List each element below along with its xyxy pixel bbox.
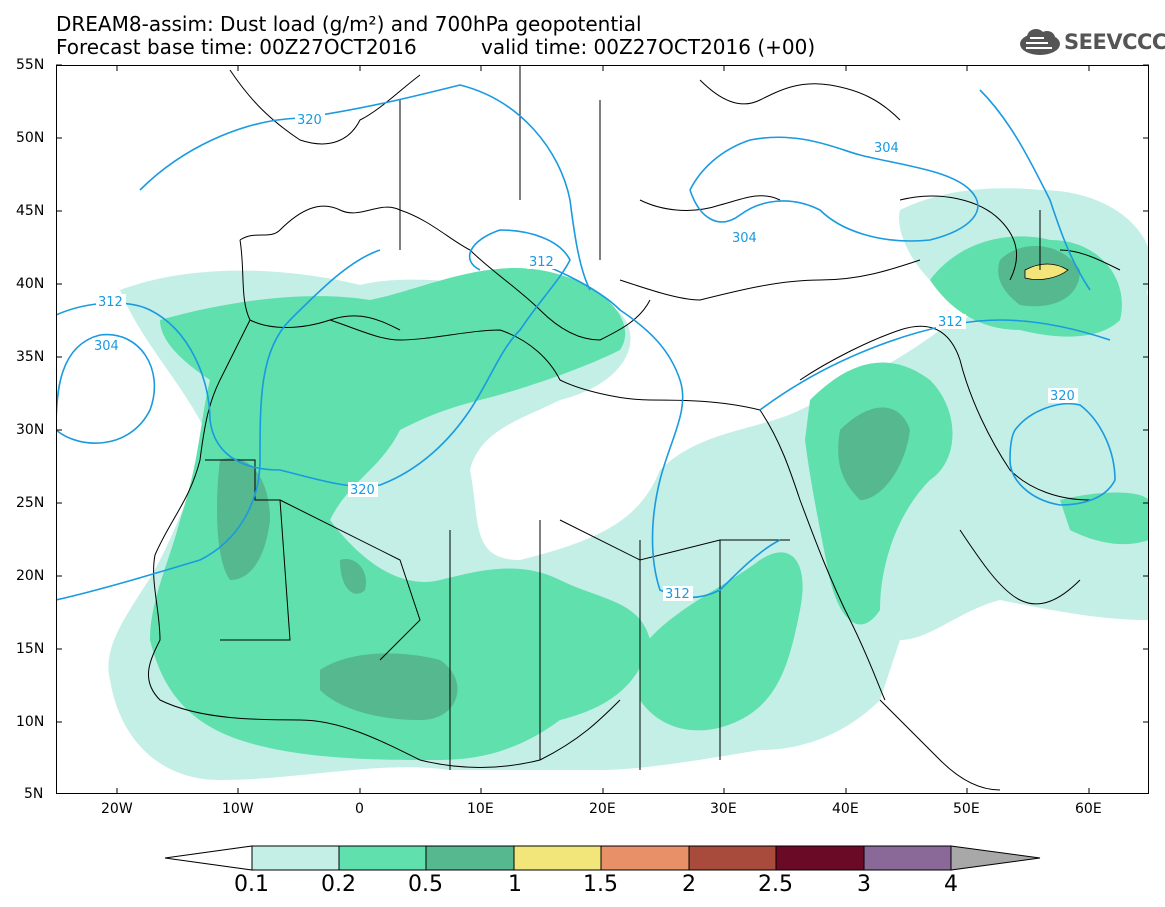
lat-label: 20N — [16, 568, 45, 584]
coastlines — [147, 65, 1121, 791]
contour-label: 320 — [350, 483, 375, 498]
colorbar-tick-label: 0.2 — [321, 872, 356, 897]
colorbar-low-triangle — [164, 845, 253, 871]
colorbar-high-triangle — [950, 845, 1041, 871]
logo-text: SEEVCCC — [1064, 30, 1165, 54]
colorbar-tick-label: 4 — [944, 872, 958, 897]
colorbar-bin — [338, 845, 427, 871]
colorbar-tick-label: 2 — [682, 872, 696, 897]
map-title: DREAM8-assim: Dust load (g/m²) and 700hP… — [56, 12, 642, 36]
lat-label: 15N — [16, 641, 45, 657]
lon-label: 20W — [101, 801, 133, 817]
geopotential-contours — [56, 84, 1116, 601]
lat-label: 30N — [16, 422, 45, 438]
colorbar-tick-label: 3 — [857, 872, 871, 897]
colorbar-tick-label: 1.5 — [583, 872, 618, 897]
map-frame — [56, 65, 1149, 794]
colorbar-bin — [688, 845, 777, 871]
colorbar-bin — [600, 845, 690, 871]
contour-label: 304 — [94, 339, 119, 354]
colorbar-bin — [775, 845, 865, 871]
contour-label: 320 — [297, 113, 322, 128]
axis-ticks — [56, 64, 1149, 794]
lon-label: 50E — [953, 801, 980, 817]
lon-label: 10W — [222, 801, 254, 817]
colorbar-bin — [863, 845, 952, 871]
lat-label: 50N — [16, 130, 45, 146]
contour-label: 312 — [665, 587, 690, 602]
contour-label: 312 — [529, 255, 554, 270]
colorbar-tick-label: 0.1 — [234, 872, 269, 897]
colorbar-tick-label: 1 — [508, 872, 522, 897]
lat-label: 5N — [24, 786, 44, 802]
lat-label: 55N — [16, 57, 45, 73]
lat-label: 10N — [16, 714, 45, 730]
colorbar-tick-label: 0.5 — [408, 872, 443, 897]
colorbar-bin — [513, 845, 602, 871]
contour-label: 312 — [938, 315, 963, 330]
lon-label: 0 — [355, 801, 364, 817]
lon-label: 20E — [589, 801, 616, 817]
forecast-base-time: Forecast base time: 00Z27OCT2016 — [56, 35, 417, 59]
colorbar-tick-label: 2.5 — [758, 872, 793, 897]
contour-labels: 320 304 312 304 312 312 304 320 312 320 — [92, 112, 1078, 602]
lon-label: 10E — [467, 801, 494, 817]
lon-label: 40E — [832, 801, 859, 817]
dust-load-yellow-area — [1024, 263, 1069, 280]
contour-label: 304 — [874, 141, 899, 156]
contour-label: 304 — [732, 231, 757, 246]
lon-label: 60E — [1075, 801, 1102, 817]
colorbar-bin — [251, 845, 340, 871]
lon-label: 30E — [710, 801, 737, 817]
valid-time: valid time: 00Z27OCT2016 (+00) — [481, 35, 816, 59]
seevccc-logo: SEEVCCC — [1018, 26, 1165, 58]
lat-label: 45N — [16, 203, 45, 219]
contour-label: 320 — [1050, 389, 1075, 404]
lat-label: 40N — [16, 276, 45, 292]
cloud-icon — [1020, 29, 1060, 55]
contour-label: 312 — [98, 295, 123, 310]
lat-label: 35N — [16, 349, 45, 365]
lat-label: 25N — [16, 495, 45, 511]
colorbar-bin — [425, 845, 515, 871]
colorbar — [164, 845, 1041, 871]
